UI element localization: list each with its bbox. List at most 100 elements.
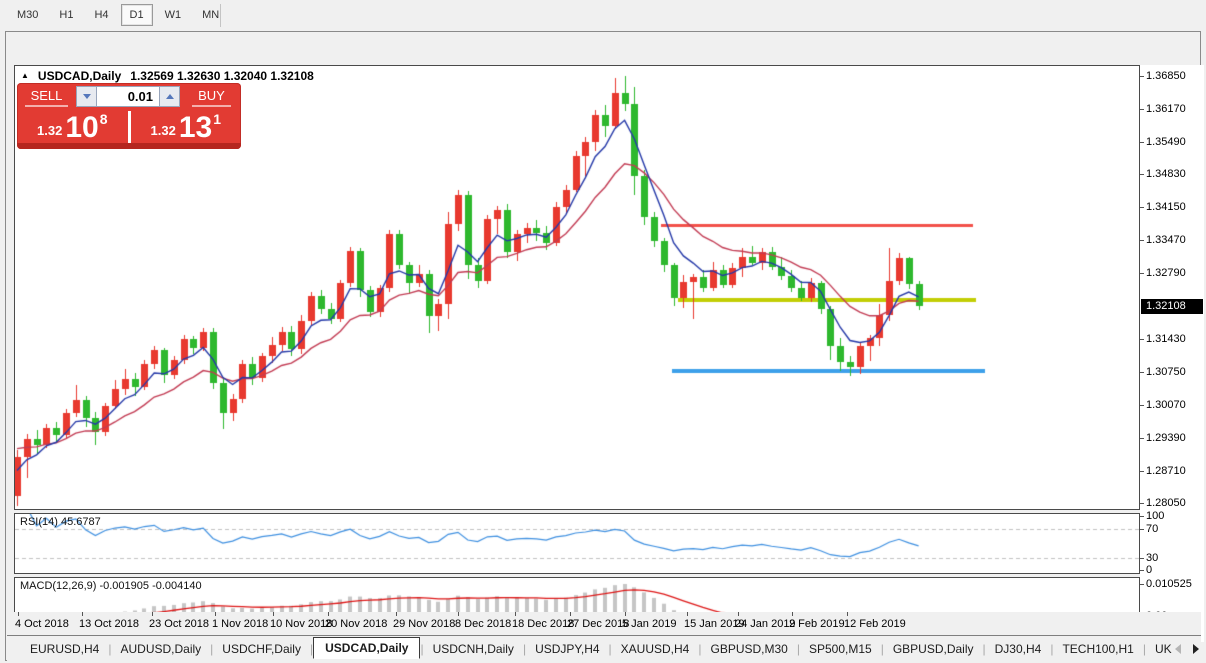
rsi-axis-label: 30 (1146, 552, 1159, 564)
price-tick-mark (1140, 438, 1144, 440)
indicator-tick-mark (1140, 516, 1144, 517)
volume-decrease-button[interactable] (76, 86, 97, 107)
one-click-trading-widget: SELL 0.01 BUY 1.32 10 8 1.32 13 1 (17, 83, 241, 149)
macd-label: MACD(12,26,9) -0.001905 -0.004140 (20, 580, 202, 592)
chart-tab-usdcnh-daily[interactable]: USDCNH,Daily (432, 641, 514, 656)
timeframe-button-w1[interactable]: W1 (164, 9, 182, 21)
timeframe-button-h1[interactable]: H1 (59, 9, 74, 21)
date-tick-mark (18, 612, 19, 616)
date-tick-mark (215, 612, 216, 616)
price-tick-label: 1.34150 (1146, 201, 1186, 214)
chart-tab-eurusd-h4[interactable]: EURUSD,H4 (30, 641, 100, 656)
tab-separator: | (1142, 641, 1146, 656)
trade-widget-footer (17, 143, 241, 149)
arrow-up-icon (165, 94, 174, 99)
rsi-label: RSI(14) 45.6787 (20, 516, 101, 528)
time-axis[interactable]: 4 Oct 2018 13 Oct 2018 23 Oct 2018 1 Nov 20… (7, 612, 1201, 635)
date-tick-mark (328, 612, 329, 616)
price-tick-label: 1.34830 (1146, 168, 1186, 181)
date-label: 4 Oct 2018 (15, 618, 69, 630)
date-tick-mark (515, 612, 516, 616)
rsi-canvas[interactable] (15, 514, 1139, 573)
sell-price-pips: 10 (65, 111, 99, 144)
chart-tab-gbpusd-m30[interactable]: GBPUSD,M30 (710, 641, 788, 656)
date-label: 1 Nov 2018 (212, 618, 269, 630)
chart-ohlc-values: 1.32569 1.32630 1.32040 1.32108 (130, 69, 314, 83)
date-label: 15 Jan 2019 (684, 618, 745, 630)
current-price-badge: 1.32108 (1141, 299, 1203, 315)
date-tick-mark (82, 612, 83, 616)
chart-tab-usdchf-daily[interactable]: USDCHF,Daily (222, 641, 301, 656)
tab-separator: | (698, 641, 702, 656)
sell-price-fraction: 8 (99, 111, 108, 127)
tab-separator: | (108, 641, 112, 656)
price-tick-mark (1140, 108, 1144, 110)
timeframe-button-mn[interactable]: MN (202, 9, 220, 21)
buy-price-fraction: 1 (213, 111, 221, 127)
date-label: 10 Nov 2018 (270, 618, 333, 630)
scroll-tabs-right-button[interactable] (1193, 644, 1199, 654)
tab-separator: | (796, 641, 800, 656)
date-label: 24 Jan 2019 (735, 618, 796, 630)
rsi-axis-label: 0 (1146, 564, 1153, 576)
rsi-indicator-panel: RSI(14) 45.6787 (14, 513, 1140, 574)
price-tick-mark (1140, 405, 1144, 407)
volume-increase-button[interactable] (159, 86, 180, 107)
indicator-tick-mark (1140, 558, 1144, 559)
timeframe-button-h4[interactable]: H4 (94, 9, 109, 21)
price-tick-label: 1.30750 (1146, 366, 1186, 379)
chart-tab-usdjpy-h4[interactable]: USDJPY,H4 (535, 641, 600, 656)
toolbar-separator (220, 4, 221, 27)
price-tick-mark (1140, 471, 1144, 473)
tab-separator: | (210, 641, 214, 656)
chart-tab-audusd-daily[interactable]: AUDUSD,Daily (120, 641, 202, 656)
chart-window: ▲ USDCAD,Daily 1.32569 1.32630 1.32040 1… (5, 31, 1204, 661)
timeframe-button-d1[interactable]: D1 (120, 4, 153, 26)
tab-separator: | (982, 641, 986, 656)
tab-separator: | (1050, 641, 1054, 656)
timeframe-button-m30[interactable]: M30 (17, 9, 39, 21)
indicator-tick-mark (1140, 584, 1144, 585)
chart-tab-gbpusd-daily[interactable]: GBPUSD,Daily (892, 641, 974, 656)
price-tick-mark (1140, 503, 1144, 505)
price-tick-mark (1140, 207, 1144, 209)
buy-price-box[interactable]: 1.32 13 1 (127, 111, 242, 143)
date-label: 20 Nov 2018 (325, 618, 388, 630)
collapse-chart-icon[interactable]: ▲ (21, 70, 29, 80)
price-chart-panel: ▲ USDCAD,Daily 1.32569 1.32630 1.32040 1… (14, 65, 1140, 510)
buy-button[interactable]: BUY (182, 83, 241, 110)
price-tick-label: 1.35490 (1146, 135, 1186, 148)
chart-tab-dj30-h4[interactable]: DJ30,H4 (994, 641, 1042, 656)
price-axis[interactable]: 1.36850 1.36170 1.35490 1.34830 1.34150 1.334… (1140, 65, 1204, 643)
sell-price-box[interactable]: 1.32 10 8 (17, 111, 128, 143)
date-label: 12 Feb 2019 (844, 618, 906, 630)
price-tick-mark (1140, 372, 1144, 374)
date-tick-mark (458, 612, 459, 616)
chart-tab-usdcad-daily[interactable]: USDCAD,Daily (313, 636, 421, 659)
price-tick-label: 1.28710 (1146, 465, 1186, 478)
date-label: 8 Dec 2018 (455, 618, 512, 630)
tab-separator: | (309, 641, 314, 656)
chart-tab-sp500-m15[interactable]: SP500,M15 (808, 641, 872, 656)
chart-tab-uk[interactable]: UK (1154, 641, 1172, 656)
date-label: 13 Oct 2018 (79, 618, 139, 630)
chart-tab-tech100-h1[interactable]: TECH100,H1 (1062, 641, 1134, 656)
date-label: 27 Dec 2018 (567, 618, 630, 630)
date-tick-mark (625, 612, 626, 616)
chart-title: ▲ USDCAD,Daily 1.32569 1.32630 1.32040 1… (21, 69, 314, 83)
price-tick-label: 1.31430 (1146, 333, 1186, 346)
date-tick-mark (396, 612, 397, 616)
tab-separator: | (420, 641, 424, 656)
buy-price-main: 1.32 (150, 123, 176, 138)
date-label: 23 Oct 2018 (149, 618, 209, 630)
chart-tab-xauusd-h4[interactable]: XAUUSD,H4 (620, 641, 690, 656)
buy-button-label: BUY (192, 87, 231, 107)
scroll-tabs-left-button[interactable] (1175, 644, 1181, 654)
volume-input[interactable]: 0.01 (97, 86, 159, 107)
sell-button[interactable]: SELL (17, 83, 76, 110)
price-tick-mark (1140, 339, 1144, 341)
trade-controls-row: SELL 0.01 BUY (17, 83, 241, 110)
date-label: 5 Jan 2019 (622, 618, 677, 630)
price-tick-label: 1.32790 (1146, 267, 1186, 280)
